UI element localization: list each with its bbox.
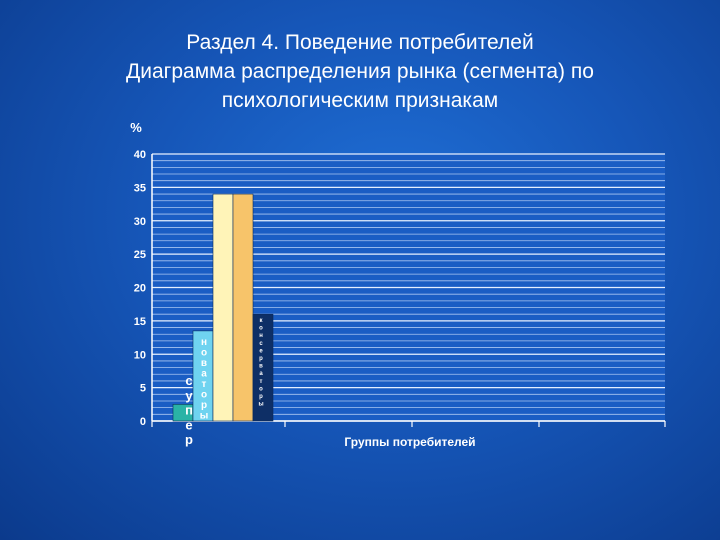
- chart-bars: [172, 193, 274, 422]
- y-tick-label: 35: [134, 182, 146, 194]
- y-tick-label: 20: [134, 283, 146, 295]
- bar: [232, 193, 254, 422]
- y-tick-label: 25: [134, 249, 146, 261]
- y-tick-label: 5: [140, 383, 146, 395]
- bar: [212, 193, 234, 422]
- y-tick-label: 15: [134, 316, 146, 328]
- y-tick-labels: 0 5 10 15 20 25 30 35 40: [134, 149, 146, 428]
- y-tick-label: 10: [134, 349, 146, 361]
- slide-title: Раздел 4. Поведение потребителей Диаграм…: [60, 28, 660, 115]
- slide-title-line-3: психологическим признакам: [221, 89, 499, 112]
- bar-labels: с у п е р н о в а т о р ы к о н с е р в а т о р ы: [185, 318, 264, 447]
- bar: [252, 313, 274, 422]
- y-tick-label: 0: [140, 416, 146, 428]
- slide-title-line-1: Раздел 4. Поведение потребителей: [186, 31, 534, 54]
- y-tick-label: 40: [134, 149, 146, 161]
- slide-title-line-2: Диаграмма распределения рынка (сегмента)…: [126, 60, 594, 83]
- x-axis-label: Группы потребителей: [344, 435, 475, 449]
- y-axis-label: %: [130, 120, 142, 135]
- y-tick-label: 30: [134, 216, 146, 228]
